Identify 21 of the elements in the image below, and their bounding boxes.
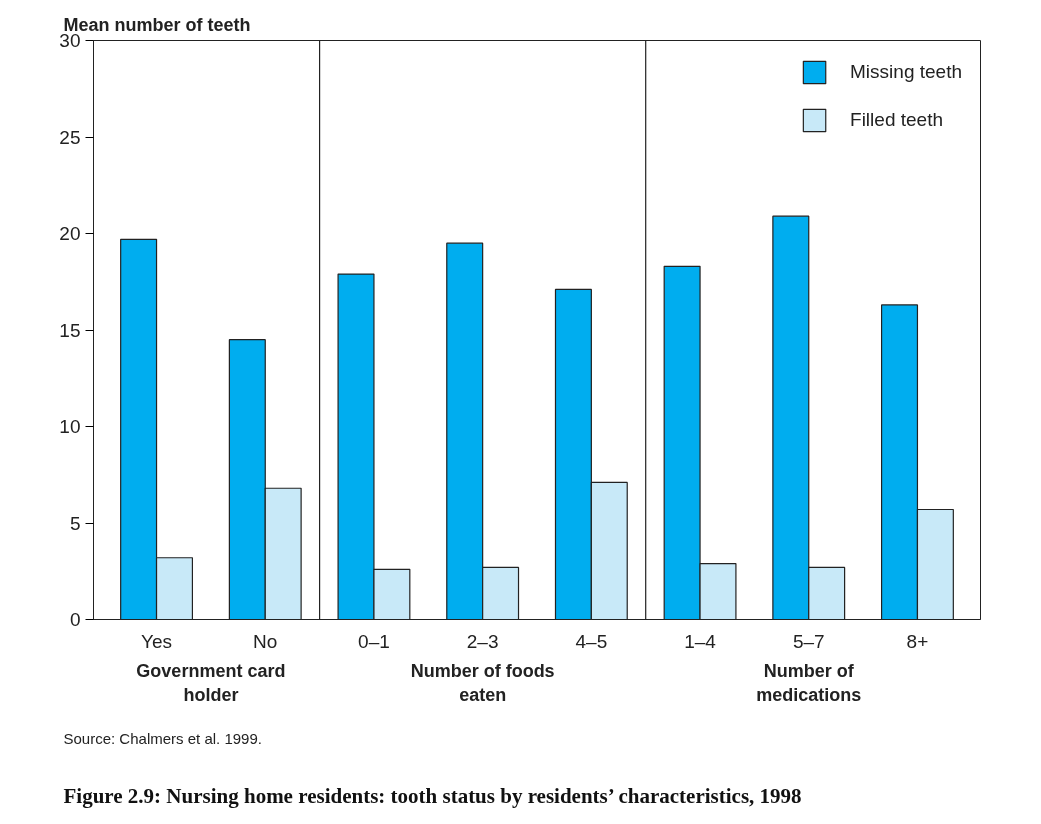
y-tick-label: 25: [59, 126, 81, 148]
text: Number of medications: [756, 660, 862, 705]
y-tick-label: 0: [69, 609, 81, 630]
text: Figure 2.9: Nursing home residents: tooth status by residents’ characteristics, 1998: [63, 783, 802, 808]
text: Government card holder: [136, 660, 286, 705]
x-tick-label: 4–5: [575, 630, 608, 652]
x-tick-label: 1–4: [684, 630, 717, 652]
y-tick-label: 5: [69, 512, 81, 534]
legend-label: Missing teeth: [850, 61, 962, 83]
text: Number of foods eaten: [410, 660, 555, 705]
x-tick-label: 5–7: [792, 630, 825, 652]
y-tick-label: 10: [59, 416, 81, 437]
legend-label: Filled teeth: [850, 109, 943, 131]
source-note: Source: Chalmers et al. 1999.: [63, 729, 262, 747]
y-tick-label: 15: [59, 319, 81, 341]
y-tick-label: 20: [59, 223, 81, 244]
x-tick-label: 2–3: [466, 630, 499, 652]
x-tick-label: 0–1: [358, 630, 390, 652]
x-tick-label: 8+: [906, 630, 929, 652]
x-tick-label: Yes: [141, 630, 173, 652]
x-tick-label: No: [253, 630, 278, 652]
